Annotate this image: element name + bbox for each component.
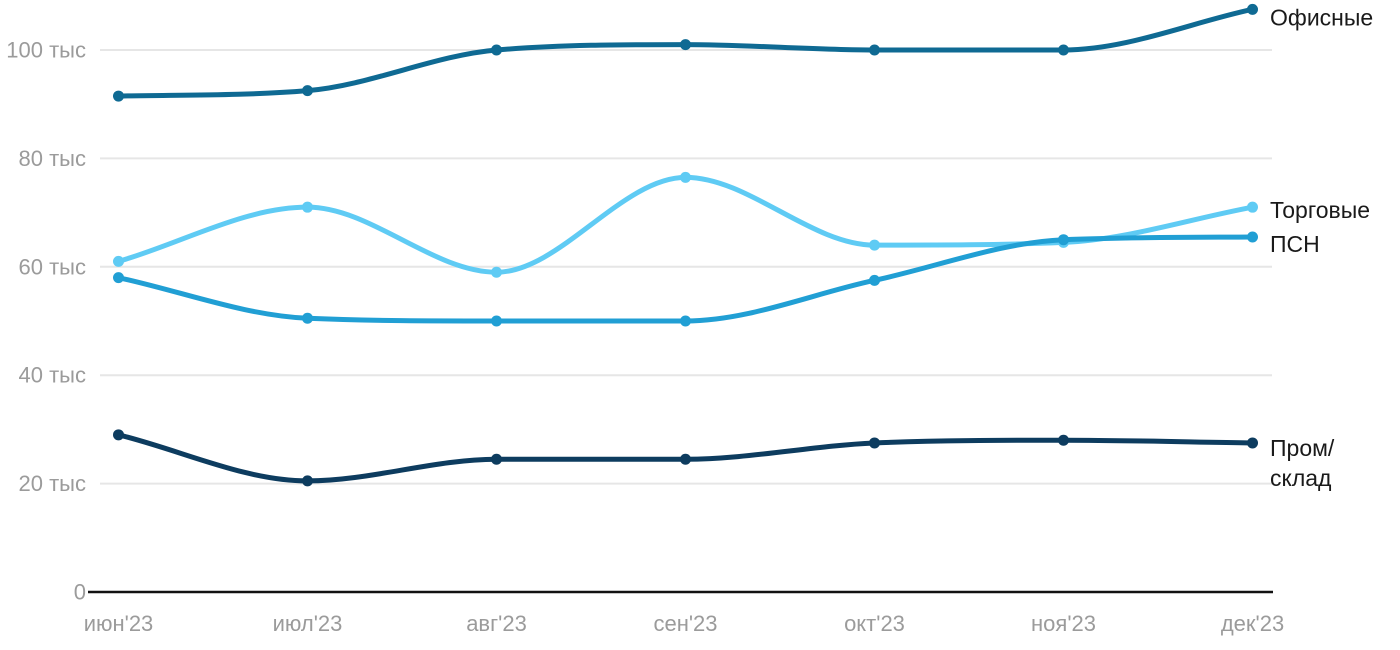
x-tick-label-2: авг'23 [466, 611, 527, 636]
series-point-retail-2[interactable] [491, 266, 502, 278]
x-tick-label-6: дек'23 [1221, 611, 1284, 636]
series-point-psn-5[interactable] [1058, 234, 1069, 246]
y-tick-label-40: 40 тыс [19, 363, 86, 388]
series-point-offices-5[interactable] [1058, 44, 1069, 56]
series-point-retail-4[interactable] [869, 239, 880, 251]
series-label-offices: Офисные [1270, 4, 1373, 30]
series-point-industrial-3[interactable] [680, 453, 691, 465]
series-point-retail-0[interactable] [113, 255, 124, 267]
series-label-industrial-line1: Пром/ [1270, 435, 1335, 461]
series-point-offices-0[interactable] [113, 90, 124, 102]
series-point-offices-2[interactable] [491, 44, 502, 56]
series-label-industrial-line2: склад [1270, 465, 1332, 491]
series-point-industrial-4[interactable] [869, 437, 880, 449]
x-tick-label-5: ноя'23 [1031, 611, 1096, 636]
series-point-offices-3[interactable] [680, 39, 691, 51]
x-tick-label-0: июн'23 [84, 611, 154, 636]
y-tick-label-20: 20 тыс [19, 471, 86, 496]
series-point-industrial-0[interactable] [113, 429, 124, 441]
series-point-psn-1[interactable] [302, 312, 313, 324]
series-label-retail: Торговые [1270, 197, 1370, 223]
x-tick-label-1: июл'23 [273, 611, 343, 636]
series-point-psn-0[interactable] [113, 272, 124, 284]
series-line-retail [116, 174, 1255, 275]
x-tick-label-4: окт'23 [844, 611, 905, 636]
y-tick-label-100: 100 тыс [6, 38, 86, 63]
series-point-psn-6[interactable] [1247, 231, 1258, 243]
series-line-psn [116, 234, 1255, 324]
series-point-offices-4[interactable] [869, 44, 880, 56]
series-point-offices-6[interactable] [1247, 3, 1258, 15]
series-line-offices [116, 6, 1255, 99]
x-tick-label-3: сен'23 [653, 611, 717, 636]
series-point-psn-2[interactable] [491, 315, 502, 327]
y-tick-label-0: 0 [74, 580, 86, 605]
series-point-retail-1[interactable] [302, 201, 313, 213]
series-point-industrial-1[interactable] [302, 475, 313, 487]
series-point-psn-4[interactable] [869, 274, 880, 286]
series-point-industrial-5[interactable] [1058, 434, 1069, 446]
series-point-industrial-2[interactable] [491, 453, 502, 465]
series-point-industrial-6[interactable] [1247, 437, 1258, 449]
series-point-offices-1[interactable] [302, 85, 313, 97]
series-point-retail-6[interactable] [1247, 201, 1258, 213]
series-label-psn: ПСН [1270, 231, 1320, 257]
y-tick-label-60: 60 тыс [19, 254, 86, 279]
series-point-retail-3[interactable] [680, 171, 691, 183]
y-tick-label-80: 80 тыс [19, 146, 86, 171]
series-point-psn-3[interactable] [680, 315, 691, 327]
